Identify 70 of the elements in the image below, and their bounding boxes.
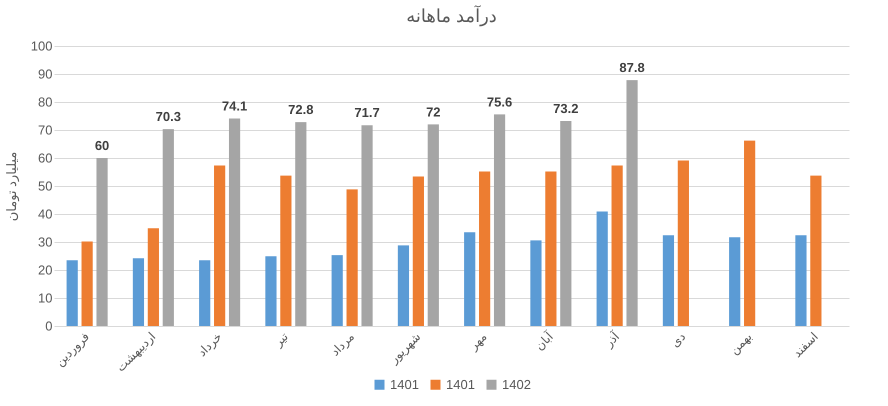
x-tick-label: بهمن — [727, 330, 755, 358]
data-label: 72.8 — [288, 102, 314, 118]
x-tick-label: اردیبهشت — [113, 330, 158, 374]
bar — [148, 228, 159, 326]
bar — [199, 260, 210, 326]
bar — [398, 245, 410, 326]
bar — [162, 129, 174, 326]
x-tick-label: اسفند — [790, 330, 821, 360]
data-label: 60 — [94, 138, 110, 153]
x-tick-label: آذر — [600, 328, 623, 350]
bar — [295, 122, 306, 326]
y-tick-label: 0 — [45, 318, 52, 334]
y-tick-label: 10 — [38, 290, 52, 306]
legend-label: 1402 — [502, 376, 531, 392]
bar — [479, 171, 490, 326]
bar — [530, 240, 542, 326]
x-tick-label: تیر — [270, 330, 291, 350]
y-tick-label: 100 — [30, 38, 52, 54]
bar — [428, 124, 439, 326]
bar — [228, 118, 240, 326]
x-tick-label: مرداد — [328, 330, 358, 359]
bar — [596, 211, 608, 326]
data-label: 71.7 — [354, 105, 380, 120]
bar — [662, 235, 674, 326]
y-tick-label: 50 — [38, 178, 52, 194]
bar — [132, 258, 144, 326]
data-label: 87.8 — [619, 60, 645, 76]
bar — [361, 125, 373, 326]
x-tick-label: مهر — [466, 330, 490, 354]
bar — [795, 235, 807, 326]
bar — [678, 160, 689, 326]
bar — [332, 255, 343, 326]
y-tick-label: 20 — [38, 262, 52, 278]
bar — [214, 166, 226, 326]
bar — [265, 256, 277, 326]
y-tick-label: 70 — [38, 122, 52, 138]
x-tick-label: خرداد — [194, 330, 225, 360]
bar — [729, 237, 740, 326]
y-tick-label: 90 — [38, 66, 52, 82]
data-label: 74.1 — [222, 98, 248, 114]
y-tick-label: 30 — [38, 234, 52, 250]
bar — [494, 114, 506, 326]
data-label: 72 — [426, 104, 441, 120]
bar — [66, 260, 78, 326]
y-axis-title: میلیارد تومان — [4, 152, 20, 222]
bar — [412, 176, 424, 326]
data-label: 70.3 — [156, 109, 181, 124]
y-tick-label: 60 — [38, 150, 52, 166]
bar — [96, 158, 108, 326]
x-tick-label: دی — [668, 330, 688, 350]
bar — [346, 189, 358, 326]
bar — [464, 232, 476, 326]
legend-label: 1401 — [390, 376, 419, 392]
x-tick-label: آبان — [532, 328, 556, 353]
bar — [280, 176, 292, 326]
data-label: 73.2 — [553, 101, 578, 116]
y-tick-label: 80 — [38, 94, 52, 110]
bar — [626, 80, 638, 326]
data-label: 75.6 — [486, 94, 512, 110]
bar — [744, 140, 756, 326]
x-tick-label: فروردین — [52, 330, 92, 369]
chart-title: درآمد ماهانه — [406, 5, 497, 27]
bar — [82, 241, 93, 326]
bar — [612, 166, 623, 326]
bar — [545, 171, 556, 326]
bar — [560, 121, 572, 326]
bar — [810, 176, 822, 326]
y-tick-label: 40 — [38, 206, 52, 222]
x-tick-label: شهریور — [386, 330, 424, 367]
legend-label: 1401 — [446, 376, 475, 392]
